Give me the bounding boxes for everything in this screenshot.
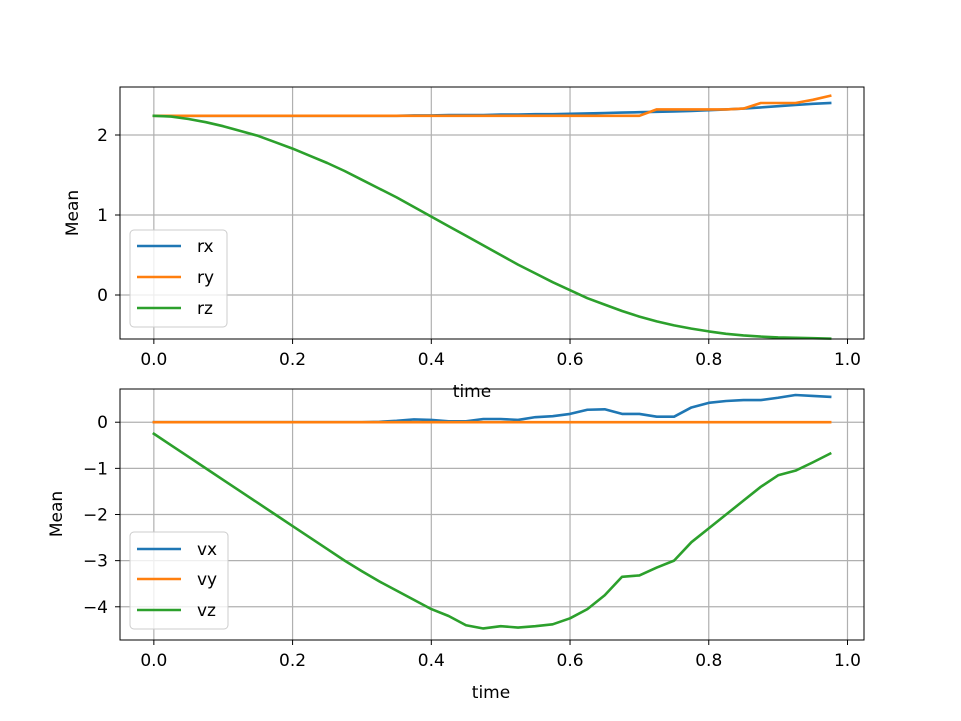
y-tick-label: 0 [97,286,108,306]
bottom-subplot: 0.0 0.2 0.4 0.6 0.8 1.0 0 −1 −2 −3 −4 time Mean v… [47,388,865,703]
y-tick-label: −2 [83,506,108,526]
bottom-series-lines [152,393,832,630]
x-tick-label: 0.4 [418,651,445,671]
legend-label-vy: vy [197,570,217,590]
top-x-axis-label: time [453,382,491,402]
bottom-y-axis-label: Mean [47,491,67,537]
x-tick-label: 0.0 [140,350,167,370]
y-tick-label: −4 [83,598,108,618]
y-tick-label: 1 [97,206,108,226]
series-line-ry [152,94,832,118]
x-tick-label: 0.8 [695,651,722,671]
legend-label-ry: ry [197,268,214,288]
series-line-vz [152,431,832,630]
y-tick-label: −1 [83,459,108,479]
x-tick-label: 0.6 [557,350,584,370]
top-axes-frame [119,86,865,340]
y-tick-label: 2 [97,126,108,146]
top-y-ticks: 0 1 2 [97,126,120,306]
top-legend: rx ry rz [129,229,228,328]
x-tick-label: 0.2 [279,651,306,671]
series-line-rz [152,114,832,340]
bottom-y-ticks: 0 −1 −2 −3 −4 [83,413,120,618]
bottom-x-ticks: 0.0 0.2 0.4 0.6 0.8 1.0 [140,640,861,671]
x-tick-label: 0.4 [418,350,445,370]
y-tick-label: 0 [97,413,108,433]
bottom-legend-box [129,531,229,630]
x-tick-label: 0.8 [695,350,722,370]
top-series-lines [152,94,832,340]
top-y-axis-label: Mean [63,190,83,236]
legend-label-vz: vz [197,601,216,621]
y-tick-label: −3 [83,552,108,572]
top-x-ticks: 0.0 0.2 0.4 0.6 0.8 1.0 [140,339,861,370]
bottom-x-axis-label: time [472,683,510,703]
x-tick-label: 0.0 [140,651,167,671]
legend-label-rx: rx [197,237,214,257]
legend-label-vx: vx [197,540,217,560]
legend-label-rz: rz [197,299,213,319]
top-subplot: 0.0 0.2 0.4 0.6 0.8 1.0 0 1 2 time Mean rx ry r… [63,86,865,402]
x-tick-label: 0.6 [557,651,584,671]
bottom-legend: vx vy vz [129,531,229,630]
top-legend-box [129,229,228,328]
top-grid [120,87,864,339]
x-tick-label: 1.0 [834,350,861,370]
x-tick-label: 0.2 [279,350,306,370]
x-tick-label: 1.0 [834,651,861,671]
